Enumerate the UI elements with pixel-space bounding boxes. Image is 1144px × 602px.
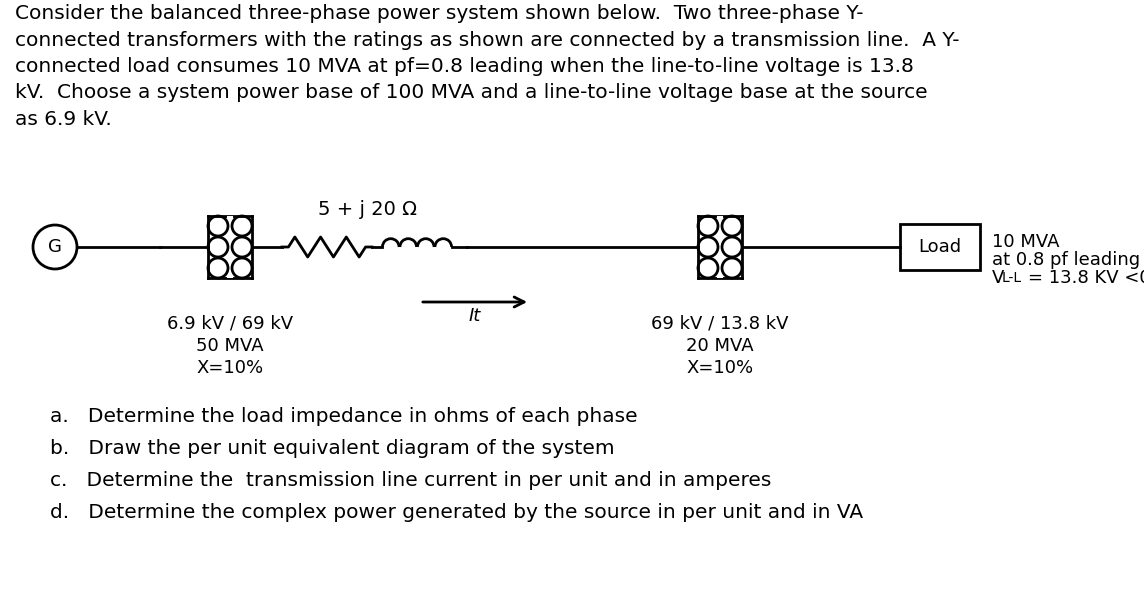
Bar <box>717 216 723 278</box>
Text: = 13.8 KV <0 deg.: = 13.8 KV <0 deg. <box>1028 269 1144 287</box>
Text: 50 MVA: 50 MVA <box>196 337 264 355</box>
Text: V: V <box>992 269 1004 287</box>
Text: L-L: L-L <box>1002 271 1022 285</box>
Text: It: It <box>469 307 482 325</box>
Text: b.   Draw the per unit equivalent diagram of the system: b. Draw the per unit equivalent diagram … <box>50 439 614 458</box>
Text: X=10%: X=10% <box>197 359 263 377</box>
Text: c.   Determine the  transmission line current in per unit and in amperes: c. Determine the transmission line curre… <box>50 471 771 490</box>
Text: at 0.8 pf leading at: at 0.8 pf leading at <box>992 251 1144 269</box>
Text: d.   Determine the complex power generated by the source in per unit and in VA: d. Determine the complex power generated… <box>50 503 863 522</box>
Text: 6.9 kV / 69 kV: 6.9 kV / 69 kV <box>167 315 293 333</box>
Text: Consider the balanced three-phase power system shown below.  Two three-phase Y-
: Consider the balanced three-phase power … <box>15 4 960 129</box>
Text: 5 + j 20 Ω: 5 + j 20 Ω <box>318 200 416 219</box>
Bar <box>227 216 233 278</box>
Text: 20 MVA: 20 MVA <box>686 337 754 355</box>
Text: G: G <box>48 238 62 256</box>
Text: 10 MVA: 10 MVA <box>992 233 1059 251</box>
Text: Load: Load <box>919 238 962 256</box>
Text: X=10%: X=10% <box>686 359 754 377</box>
Text: 69 kV / 13.8 kV: 69 kV / 13.8 kV <box>651 315 788 333</box>
Text: a.   Determine the load impedance in ohms of each phase: a. Determine the load impedance in ohms … <box>50 407 637 426</box>
